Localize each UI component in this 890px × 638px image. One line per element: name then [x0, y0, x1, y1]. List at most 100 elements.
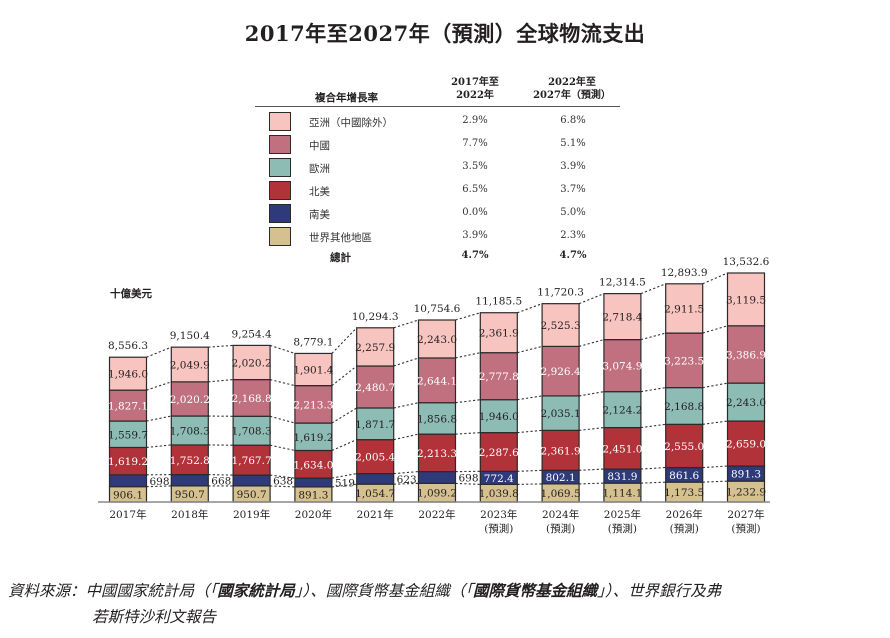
segment-value-label: 3,119.5 — [726, 294, 766, 306]
bar-segment — [665, 283, 704, 334]
connector-line — [331, 327, 358, 354]
legend-cagr-2017-2022: 3.5% — [462, 161, 488, 172]
bar-segment — [417, 470, 457, 484]
legend-table: 複合年增長率 2017年至 2022年 2022年至 2027年（預測） 亞洲（… — [255, 74, 620, 266]
connector-line — [269, 415, 296, 424]
legend-cagr-2017-2022: 0.0% — [462, 207, 488, 218]
legend-row: 中國 7.7% 5.1% — [255, 133, 620, 156]
segment-value-label: 950.7 — [237, 489, 267, 501]
segment-value-label: 1,619.2 — [108, 456, 148, 468]
x-tick-sublabel: (預測) — [608, 522, 637, 535]
x-tick-label: 2022年 — [418, 508, 455, 521]
bar-total-label: 13,532.6 — [723, 256, 770, 268]
segment-value-label: 1,827.1 — [108, 401, 148, 413]
connector-line — [579, 482, 604, 485]
segment-value-label: 1,559.7 — [108, 429, 148, 441]
bar-total-label: 10,294.3 — [352, 311, 399, 323]
legend-cagr-2017-2022: 2.9% — [462, 115, 488, 126]
connector-line — [640, 481, 666, 484]
legend-swatch — [269, 227, 291, 246]
x-tick-label: 2025年 — [604, 508, 641, 521]
segment-value-label: 1,946.0 — [479, 411, 519, 423]
bar-segment — [541, 395, 580, 431]
bar-segment — [170, 473, 209, 487]
connector-line — [146, 444, 172, 448]
bar-segment — [603, 339, 642, 393]
bar-total-label: 9,150.4 — [170, 330, 210, 342]
segment-value-label: 1,752.8 — [170, 455, 210, 467]
legend-series-name: 世界其他地區 — [309, 232, 372, 244]
connector-line — [640, 332, 666, 341]
connector-line — [517, 469, 543, 472]
bar-segment — [479, 352, 518, 401]
legend-cagr-2022-2027: 5.1% — [560, 138, 586, 149]
connector-line — [331, 439, 357, 451]
segment-value-label: 772.4 — [484, 473, 514, 485]
segment-value-label: 2,213.3 — [417, 448, 457, 460]
bar-segment — [541, 429, 580, 471]
bar-total-label: 8,556.3 — [108, 340, 148, 352]
bar-segment — [356, 407, 395, 441]
x-tick-label: 2020年 — [295, 508, 332, 521]
legend-header-col2-line2: 2027年（預測） — [533, 90, 611, 101]
connector-line — [146, 381, 172, 391]
bar-segment — [479, 399, 518, 434]
segment-value-label: 2,361.9 — [479, 328, 519, 340]
connector-line — [578, 339, 605, 347]
connector-line — [579, 391, 604, 397]
bar-total-label: 9,254.4 — [232, 328, 272, 340]
stacked-bar-chart: 906.1698.21,619.21,559.71,827.11,946.08,… — [98, 256, 770, 535]
segment-value-label: 2,257.9 — [355, 342, 395, 354]
bar-total-label: 11,185.5 — [475, 296, 522, 308]
bar-segment — [356, 327, 395, 367]
bar-segment — [356, 472, 395, 485]
source-suffix: 」）、世界銀行及弗 — [597, 582, 722, 600]
legend-cagr-2022-2027: 3.9% — [560, 161, 586, 172]
connector-line — [455, 432, 481, 435]
connector-line — [579, 427, 604, 431]
segment-value-label: 2,035.1 — [541, 408, 581, 420]
bar-segment — [294, 449, 333, 479]
bar-segment — [665, 423, 704, 469]
legend-cagr-2017-2022: 3.9% — [462, 230, 488, 241]
segment-value-label: 1,114.1 — [602, 488, 642, 500]
bar-segment — [294, 385, 333, 424]
segment-value-label: 2,659.0 — [726, 439, 766, 451]
segment-value-label: 2,005.4 — [355, 452, 395, 464]
connector-line — [455, 399, 481, 404]
bar-segment — [170, 444, 209, 476]
x-tick-sublabel: (預測) — [670, 522, 699, 535]
legend-series-name: 北美 — [309, 186, 330, 198]
bar-segment — [665, 332, 704, 389]
x-tick-sublabel: (預測) — [484, 522, 513, 535]
segment-value-label: 1,099.2 — [417, 488, 457, 500]
connector-line — [517, 303, 543, 314]
connector-line — [393, 433, 419, 441]
legend-swatch — [269, 181, 291, 200]
connector-line — [517, 395, 543, 401]
bar-segment — [726, 325, 766, 384]
segment-value-label: 891.3 — [731, 469, 761, 481]
segment-value-label: 1,871.7 — [355, 419, 395, 431]
connector-line — [393, 357, 419, 367]
segment-value-label: 950.7 — [175, 489, 205, 501]
segment-value-label: 2,168.8 — [664, 401, 704, 413]
connector-line — [578, 293, 605, 305]
segment-value-label: 2,049.9 — [170, 360, 210, 372]
bar-segment — [417, 319, 457, 359]
segment-value-label: 1,039.8 — [479, 488, 519, 500]
bar-segment — [356, 365, 395, 409]
bar-segment — [108, 446, 148, 476]
segment-value-label: 3,223.5 — [664, 355, 704, 367]
legend-series-name: 中國 — [309, 140, 330, 152]
connector-line — [640, 467, 666, 470]
x-tick-label: 2021年 — [357, 508, 394, 521]
x-tick-label: 2018年 — [171, 508, 208, 521]
segment-value-label: 1,767.7 — [232, 455, 272, 467]
connector-line — [579, 468, 604, 471]
bar-segment — [726, 382, 766, 422]
segment-value-label: 1,054.7 — [355, 488, 395, 500]
bar-segment — [665, 387, 704, 425]
bar-segment — [108, 420, 148, 449]
connector-line — [517, 345, 543, 354]
